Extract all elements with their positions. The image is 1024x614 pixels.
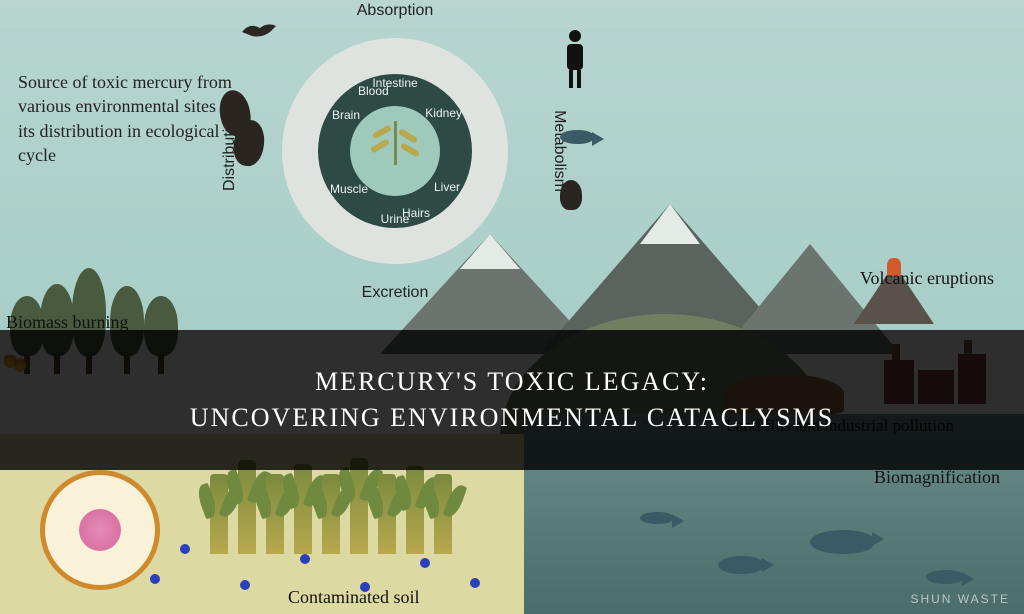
label-contaminated-soil: Contaminated soil <box>288 587 419 608</box>
mercury-particle-icon <box>150 574 160 584</box>
overlay-title-line1: MERCURY'S TOXIC LEGACY: <box>315 367 709 397</box>
beetle-icon <box>560 180 582 210</box>
organ-label: Muscle <box>330 182 368 196</box>
human-icon <box>560 30 590 90</box>
cycle-axis-bottom: Excretion <box>362 284 429 302</box>
fish-icon <box>926 570 964 584</box>
organ-label: Brain <box>332 108 360 122</box>
fish-icon <box>718 556 764 574</box>
mercury-particle-icon <box>420 558 430 568</box>
mercury-particle-icon <box>470 578 480 588</box>
mountain-snowcap <box>640 204 700 244</box>
title-overlay: MERCURY'S TOXIC LEGACY: UNCOVERING ENVIR… <box>0 330 1024 470</box>
infographic-canvas: Source of toxic mercury from various env… <box>0 0 1024 614</box>
caption-text: Source of toxic mercury from various env… <box>18 70 253 167</box>
ecological-cycle-diagram: Absorption Metabolism Excretion Distribu… <box>250 6 540 296</box>
cell-icon <box>40 470 160 590</box>
mercury-particle-icon <box>300 554 310 564</box>
cycle-axis-right: Metabolism <box>550 110 568 192</box>
cycle-axis-top: Absorption <box>357 2 434 20</box>
fish-icon <box>560 130 594 144</box>
organ-label: Liver <box>434 180 460 194</box>
label-biomagnification: Biomagnification <box>874 467 1000 488</box>
organ-label: Blood <box>358 84 389 98</box>
organ-label: Kidney <box>425 106 462 120</box>
fish-icon <box>640 512 674 524</box>
mercury-particle-icon <box>180 544 190 554</box>
mercury-particle-icon <box>240 580 250 590</box>
label-volcanic: Volcanic eruptions <box>860 268 994 289</box>
plant-icon <box>370 121 420 181</box>
watermark-text: SHUN WASTE <box>910 592 1010 606</box>
fish-icon <box>810 530 874 554</box>
organ-label: Urine <box>381 212 410 226</box>
overlay-title-line2: UNCOVERING ENVIRONMENTAL CATACLYSMS <box>190 403 834 433</box>
bird-icon <box>240 20 278 40</box>
